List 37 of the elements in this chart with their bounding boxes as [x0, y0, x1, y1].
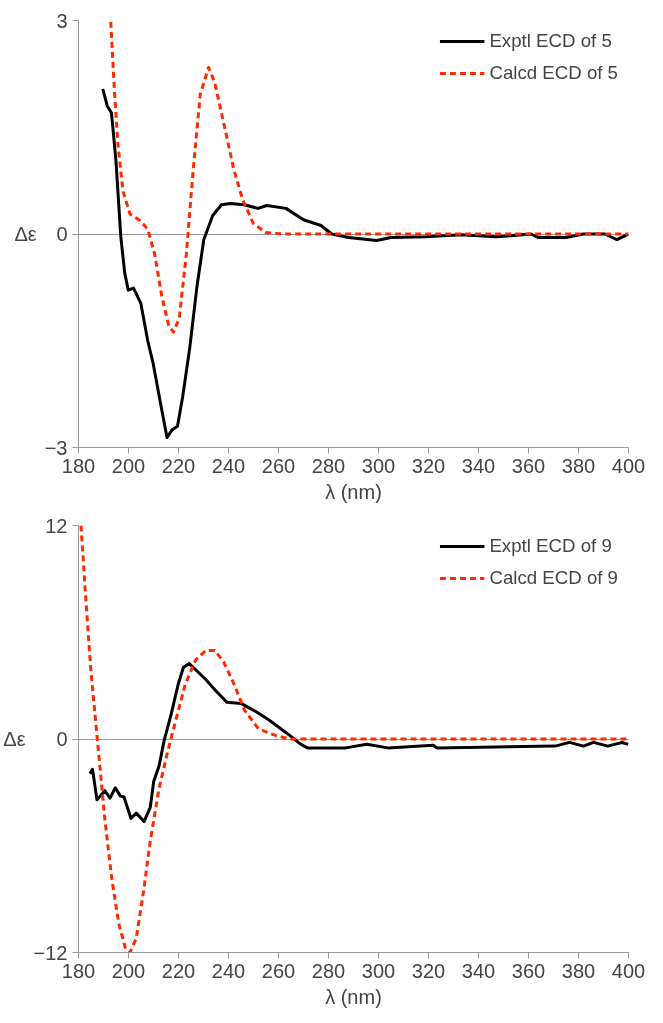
x-tick-label: 240 [211, 959, 246, 982]
x-tick-label: 200 [111, 959, 146, 982]
x-tick-label: 300 [361, 959, 396, 982]
x-tick-label: 300 [361, 454, 396, 477]
x-tick-label: 320 [411, 454, 446, 477]
line-series [88, 662, 629, 824]
line-series [109, 20, 629, 334]
y-axis-title: Δε [14, 223, 37, 245]
y-tick-label: 0 [56, 223, 68, 245]
x-tick-label: 400 [611, 959, 646, 982]
y-axis-title: Δε [3, 728, 26, 750]
x-tick-label: 260 [261, 959, 296, 982]
x-tick-label: 360 [511, 959, 546, 982]
y-tick-label: 0 [56, 728, 68, 750]
x-tick-label: 320 [411, 959, 446, 982]
x-tick-label: 380 [561, 454, 596, 477]
x-axis-title: λ (nm) [325, 480, 382, 503]
x-tick-label: 400 [611, 454, 646, 477]
legend-label: Exptl ECD of 5 [489, 30, 612, 52]
x-tick-label: 220 [161, 454, 196, 477]
y-tick-label: 12 [45, 514, 68, 537]
legend-label: Calcd ECD of 5 [489, 62, 618, 84]
x-tick-label: 360 [511, 454, 546, 477]
x-tick-label: 280 [311, 959, 346, 982]
x-tick-label: 220 [161, 959, 196, 982]
x-axis-title: λ (nm) [325, 985, 382, 1008]
legend-label: Exptl ECD of 9 [489, 535, 612, 557]
line-series [101, 87, 629, 440]
x-tick-label: 340 [461, 454, 496, 477]
x-tick-label: 240 [211, 454, 246, 477]
x-tick-label: 260 [261, 454, 296, 477]
legend-label: Calcd ECD of 9 [489, 567, 618, 589]
y-tick-label: 3 [56, 9, 68, 32]
x-tick-label: 380 [561, 959, 596, 982]
x-tick-label: 340 [461, 959, 496, 982]
x-tick-label: 200 [111, 454, 146, 477]
x-tick-label: 280 [311, 454, 346, 477]
